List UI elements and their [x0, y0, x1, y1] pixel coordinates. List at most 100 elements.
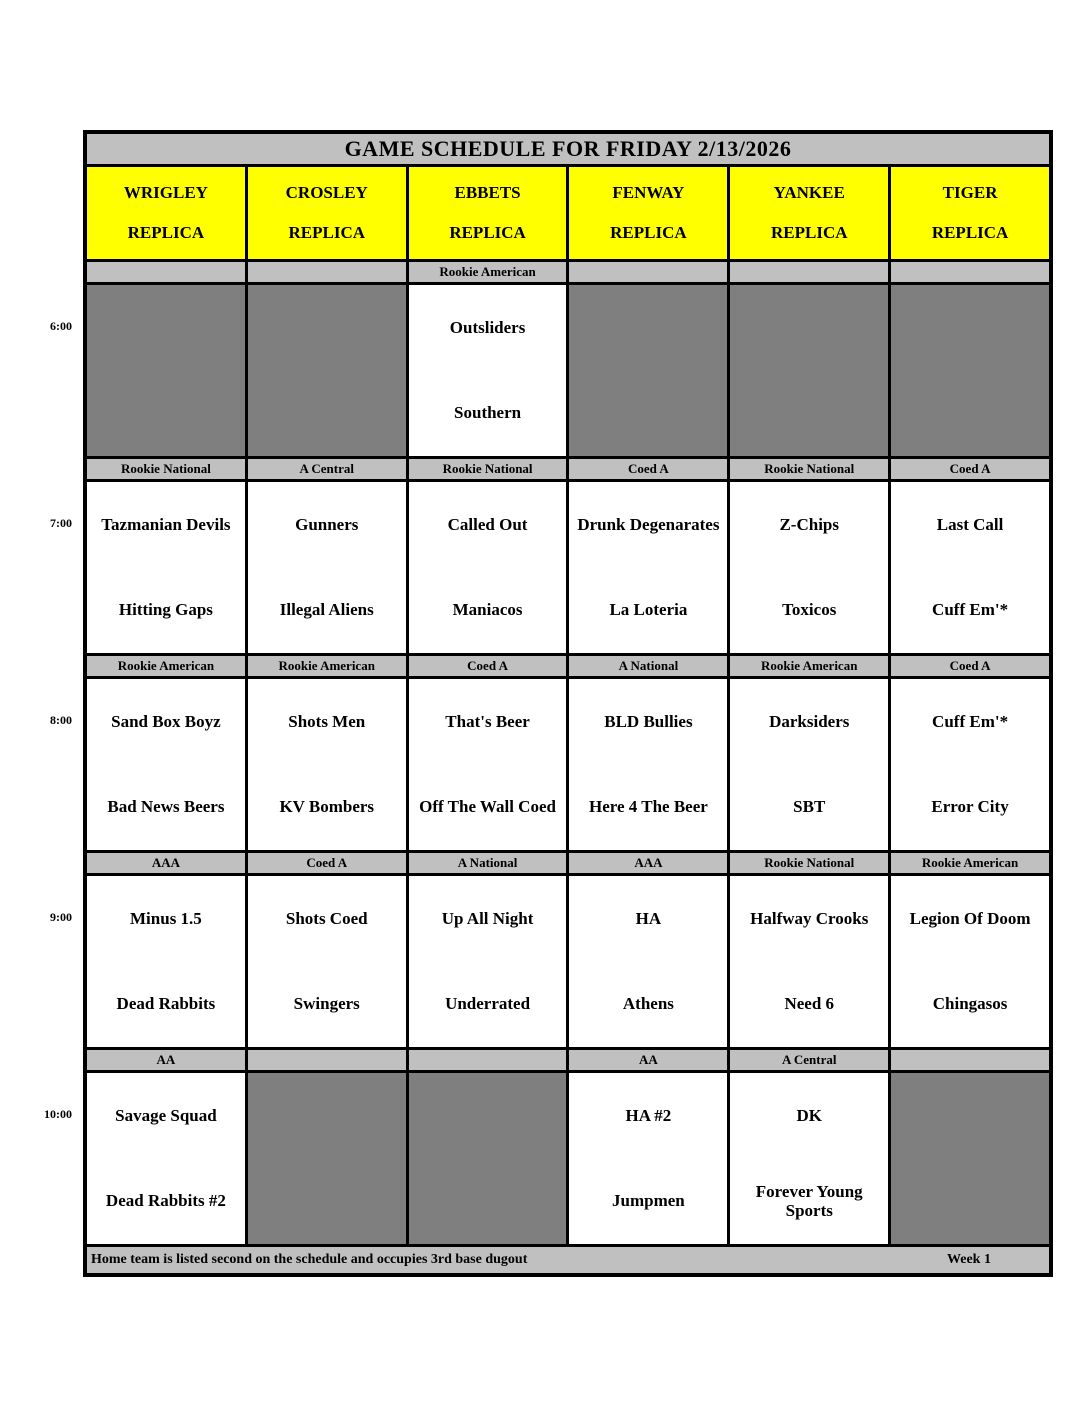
game-cell: BLD Bullies Here 4 The Beer	[569, 679, 728, 850]
away-team: Minus 1.5	[130, 908, 202, 928]
league-label: AA	[87, 1050, 245, 1070]
field-name: YANKEE	[773, 183, 845, 202]
away-team: Gunners	[295, 514, 359, 534]
league-label	[891, 262, 1049, 282]
league-label: Rookie American	[87, 656, 245, 676]
home-team: Dead Rabbits #2	[105, 1191, 226, 1211]
week-label: Week 1	[947, 1252, 991, 1267]
time-label-700: 7:00	[50, 516, 72, 530]
league-label: Rookie American	[247, 656, 406, 676]
empty-slot	[891, 285, 1049, 456]
league-label	[247, 262, 406, 282]
home-team: Need 6	[784, 994, 835, 1014]
away-team: HA	[635, 908, 662, 928]
home-team: Southern	[454, 403, 522, 423]
field-name: TIGER	[942, 183, 998, 202]
league-label: Rookie American	[408, 262, 567, 282]
league-label: Coed A	[247, 853, 406, 873]
away-team: BLD Bullies	[604, 711, 693, 731]
league-label: AA	[569, 1050, 728, 1070]
empty-slot	[408, 1073, 567, 1244]
league-label	[87, 262, 245, 282]
home-team: Maniacos	[452, 600, 523, 620]
away-team: Halfway Crooks	[750, 908, 869, 928]
league-label: Coed A	[891, 656, 1049, 676]
away-team: Up All Night	[441, 908, 534, 928]
league-label	[569, 262, 728, 282]
game-cell: Gunners Illegal Aliens	[247, 482, 406, 653]
away-team: Savage Squad	[115, 1105, 217, 1125]
league-label	[408, 1050, 567, 1070]
home-team: Forever Young Sports	[755, 1181, 863, 1221]
away-team: Darksiders	[769, 711, 850, 731]
field-header-fenway: FENWAY REPLICA	[569, 167, 728, 259]
league-label: Rookie National	[87, 459, 245, 479]
home-team: KV Bombers	[279, 797, 375, 817]
empty-slot	[730, 285, 889, 456]
away-team: Sand Box Boyz	[111, 711, 221, 731]
league-label: Rookie National	[730, 853, 889, 873]
home-team: Off The Wall Coed	[419, 797, 556, 817]
home-team: SBT	[793, 797, 826, 817]
home-team: Jumpmen	[612, 1191, 685, 1211]
game-cell: Sand Box Boyz Bad News Beers	[87, 679, 245, 850]
field-sub: REPLICA	[931, 223, 1009, 242]
field-name: FENWAY	[612, 183, 685, 202]
empty-slot	[247, 1073, 406, 1244]
footer-row: Home team is listed second on the schedu…	[87, 1247, 1049, 1273]
field-sub: REPLICA	[770, 223, 848, 242]
game-cell: That's Beer Off The Wall Coed	[408, 679, 567, 850]
home-team: Illegal Aliens	[279, 600, 374, 620]
league-label: Rookie American	[891, 853, 1049, 873]
league-label: Coed A	[408, 656, 567, 676]
home-team: Hitting Gaps	[118, 600, 213, 620]
game-cell: Outsliders Southern	[408, 285, 567, 456]
away-team: Drunk Degenarates	[577, 514, 720, 534]
game-cell: Savage Squad Dead Rabbits #2	[87, 1073, 245, 1244]
game-cell: Called Out Maniacos	[408, 482, 567, 653]
away-team: Legion Of Doom	[909, 908, 1031, 928]
league-label	[730, 262, 889, 282]
home-team: La Loteria	[609, 600, 688, 620]
game-cell: Minus 1.5 Dead Rabbits	[87, 876, 245, 1047]
home-team: Underrated	[445, 994, 531, 1014]
empty-slot	[569, 285, 728, 456]
away-team: Shots Coed	[285, 908, 368, 928]
time-label-800: 8:00	[50, 713, 72, 727]
game-cell: Darksiders SBT	[730, 679, 889, 850]
away-team: Called Out	[447, 514, 528, 534]
field-sub: REPLICA	[610, 223, 687, 242]
game-cell: DK Forever Young Sports	[730, 1073, 889, 1244]
league-label: Rookie National	[730, 459, 889, 479]
schedule-title: GAME SCHEDULE FOR FRIDAY 2/13/2026	[87, 134, 1049, 164]
time-label-1000: 10:00	[44, 1107, 72, 1121]
game-cell: Z-Chips Toxicos	[730, 482, 889, 653]
game-cell: HA Athens	[569, 876, 728, 1047]
home-team: Toxicos	[782, 600, 837, 620]
league-label	[891, 1050, 1049, 1070]
away-team: Z-Chips	[779, 514, 839, 534]
league-label: Coed A	[569, 459, 728, 479]
home-team: Error City	[931, 797, 1009, 817]
game-cell: Last Call Cuff Em'*	[891, 482, 1049, 653]
game-cell: Up All Night Underrated	[408, 876, 567, 1047]
league-label: A National	[569, 656, 728, 676]
game-cell: Shots Coed Swingers	[247, 876, 406, 1047]
empty-slot	[247, 285, 406, 456]
away-team: Cuff Em'*	[932, 711, 1009, 731]
away-team: DK	[796, 1105, 822, 1125]
field-sub: REPLICA	[127, 223, 205, 242]
game-cell: Legion Of Doom Chingasos	[891, 876, 1049, 1047]
league-label: A Central	[730, 1050, 889, 1070]
away-team: HA #2	[625, 1105, 672, 1125]
away-team: Shots Men	[288, 711, 366, 731]
away-team: Last Call	[936, 514, 1004, 534]
field-header-yankee: YANKEE REPLICA	[730, 167, 889, 259]
league-label: Rookie National	[408, 459, 567, 479]
league-label: Rookie American	[730, 656, 889, 676]
home-team: Chingasos	[932, 994, 1008, 1014]
time-label-600: 6:00	[50, 319, 72, 333]
home-team: Swingers	[293, 994, 360, 1014]
game-cell: Tazmanian Devils Hitting Gaps	[87, 482, 245, 653]
